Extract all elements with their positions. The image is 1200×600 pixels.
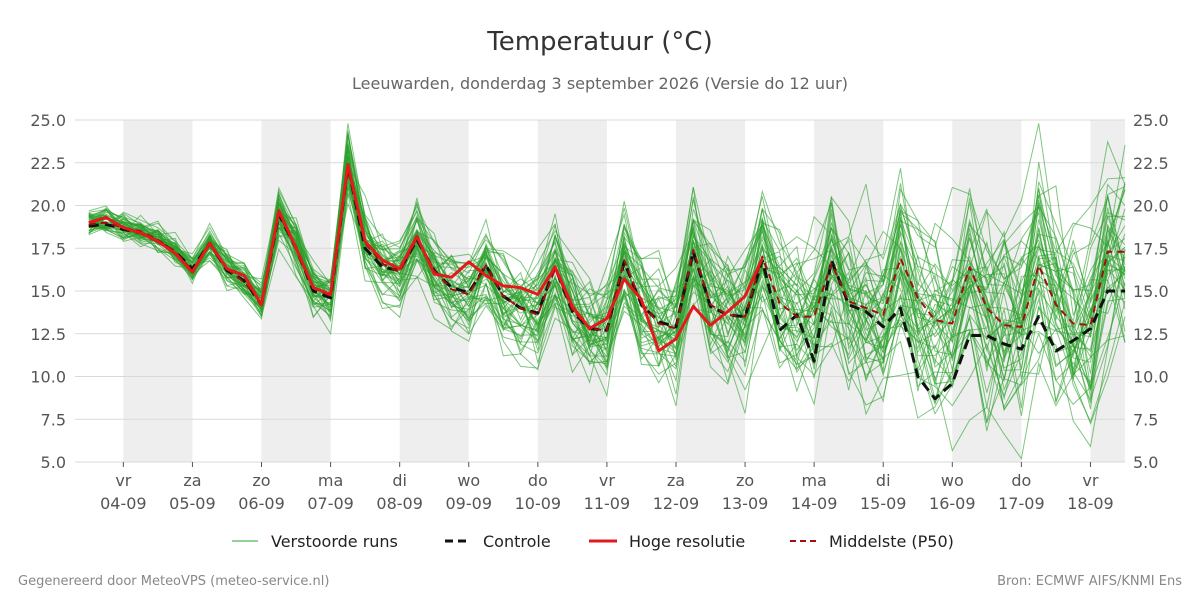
y-tick-left-0: 25.0 <box>30 111 66 130</box>
ensemble-member-45 <box>88 176 1126 389</box>
ensemble-member-44 <box>88 170 1126 399</box>
footer-source: Bron: ECMWF AIFS/KNMI Ens <box>997 574 1182 589</box>
ensemble-member-49 <box>88 187 1126 416</box>
x-tick-dow-7: vr <box>599 471 615 490</box>
x-tick-date-6: 10-09 <box>515 494 562 513</box>
chart-subtitle: Leeuwarden, donderdag 3 september 2026 (… <box>352 74 848 93</box>
x-tick-dow-10: ma <box>801 471 826 490</box>
legend-label-p50: Middelste (P50) <box>829 532 954 551</box>
y-tick-left-1: 22.5 <box>30 154 66 173</box>
x-tick-date-9: 13-09 <box>722 494 769 513</box>
x-tick-dow-14: vr <box>1082 471 1098 490</box>
y-tick-right-2: 20.0 <box>1133 197 1169 216</box>
x-tick-dow-1: za <box>183 471 201 490</box>
y-tick-right-8: 5.0 <box>1133 453 1158 472</box>
y-tick-right-0: 25.0 <box>1133 111 1169 130</box>
y-tick-right-3: 17.5 <box>1133 239 1169 258</box>
ensemble-member-47 <box>88 192 1126 405</box>
y-tick-left-4: 15.0 <box>30 282 66 301</box>
legend: Verstoorde runs Controle Hoge resolutie … <box>232 532 954 551</box>
y-tick-left-8: 5.0 <box>41 453 66 472</box>
x-tick-dow-11: di <box>876 471 891 490</box>
y-tick-right-4: 15.0 <box>1133 282 1169 301</box>
x-tick-date-3: 07-09 <box>307 494 354 513</box>
x-tick-dow-4: di <box>392 471 407 490</box>
x-tick-dow-0: vr <box>115 471 131 490</box>
y-axis-right: 25.0 22.5 20.0 17.5 15.0 12.5 10.0 7.5 5.0 <box>1133 111 1169 472</box>
ensemble-member-18 <box>88 123 1126 371</box>
x-tick-dow-3: ma <box>318 471 343 490</box>
y-tick-right-1: 22.5 <box>1133 154 1169 173</box>
y-axis-left: 25.0 22.5 20.0 17.5 15.0 12.5 10.0 7.5 5.0 <box>30 111 66 472</box>
y-tick-right-5: 12.5 <box>1133 325 1169 344</box>
chart-title: Temperatuur (°C) <box>486 27 712 57</box>
y-tick-left-5: 12.5 <box>30 325 66 344</box>
x-tick-date-12: 16-09 <box>929 494 976 513</box>
x-tick-dow-12: wo <box>941 471 964 490</box>
x-tick-date-8: 12-09 <box>653 494 700 513</box>
ensemble-member-30 <box>88 183 1126 398</box>
legend-label-ensemble: Verstoorde runs <box>271 532 398 551</box>
x-tick-date-2: 06-09 <box>238 494 285 513</box>
x-tick-dow-2: zo <box>252 471 270 490</box>
x-tick-date-10: 14-09 <box>791 494 838 513</box>
x-tick-date-14: 18-09 <box>1067 494 1114 513</box>
x-tick-date-5: 09-09 <box>446 494 493 513</box>
x-tick-date-13: 17-09 <box>998 494 1045 513</box>
x-tick-date-4: 08-09 <box>376 494 423 513</box>
y-tick-right-6: 10.0 <box>1133 368 1169 387</box>
y-tick-right-7: 7.5 <box>1133 410 1158 429</box>
y-tick-left-6: 10.0 <box>30 368 66 387</box>
x-axis: vr 04-09 za 05-09 zo 06-09 ma 07-09 di 08-09 wo 09-… <box>100 462 1114 513</box>
ensemble-member-37 <box>88 151 1126 374</box>
footer-generated-by: Gegenereerd door MeteoVPS (meteo-service… <box>18 574 329 589</box>
y-tick-left-3: 17.5 <box>30 239 66 258</box>
x-tick-dow-9: zo <box>736 471 754 490</box>
series-hoge-resolutie <box>88 163 764 353</box>
main-series <box>88 163 1125 401</box>
x-tick-dow-13: do <box>1011 471 1031 490</box>
x-tick-date-1: 05-09 <box>169 494 216 513</box>
y-tick-left-2: 20.0 <box>30 197 66 216</box>
x-tick-date-7: 11-09 <box>584 494 631 513</box>
x-tick-date-11: 15-09 <box>860 494 907 513</box>
series-middelste-p50 <box>88 166 1125 332</box>
legend-label-highres: Hoge resolutie <box>629 532 745 551</box>
legend-label-control: Controle <box>483 532 551 551</box>
ensemble-member-48 <box>88 139 1126 365</box>
x-tick-dow-8: za <box>667 471 685 490</box>
x-tick-dow-6: do <box>528 471 548 490</box>
x-tick-dow-5: wo <box>457 471 480 490</box>
x-tick-date-0: 04-09 <box>100 494 147 513</box>
y-tick-left-7: 7.5 <box>41 410 66 429</box>
